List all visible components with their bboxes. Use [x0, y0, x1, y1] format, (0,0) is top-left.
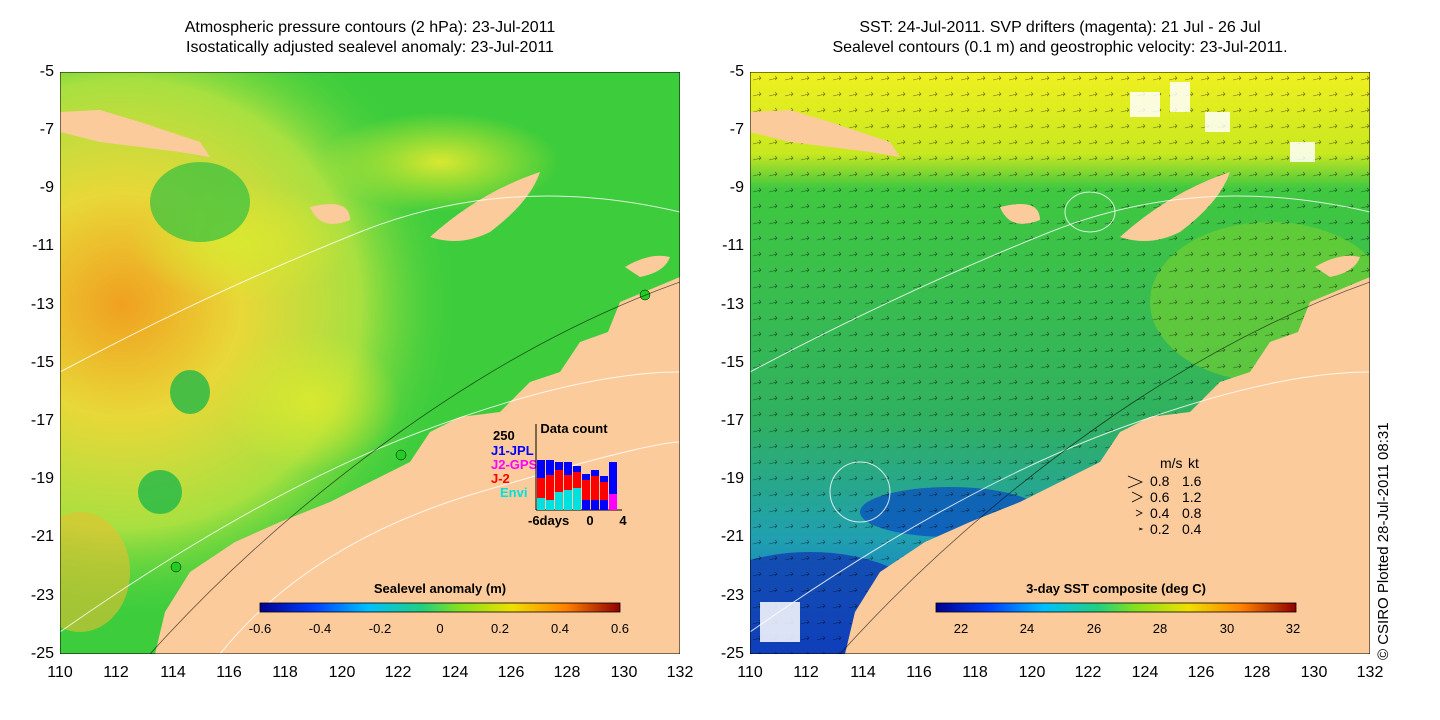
- left-y-tick: -11: [32, 237, 54, 254]
- data-count-title: Data count: [540, 421, 608, 436]
- left-title-line1: Atmospheric pressure contours (2 hPa): 2…: [184, 19, 556, 36]
- legend-j1-jpl: J1-JPL: [491, 443, 534, 458]
- left-y-tick: -9: [39, 179, 54, 196]
- velocity-key-kt: 1.6: [1182, 473, 1202, 489]
- left-x-tick: 114: [160, 664, 186, 681]
- data-count-inset: Data count 250 J1-JPL J2-GPS J-2 Envi -6…: [491, 421, 627, 528]
- left-x-tick: 122: [384, 664, 412, 681]
- data-count-bars: [537, 460, 617, 510]
- velocity-key-kt: 0.8: [1182, 505, 1202, 521]
- right-y-tick: -9: [729, 179, 744, 196]
- left-x-tick: 112: [103, 664, 129, 681]
- sst-tick: 30: [1220, 621, 1234, 636]
- left-y-tick: -25: [30, 645, 54, 662]
- left-x-tick: 132: [666, 664, 694, 681]
- legend-j-2: J-2: [491, 471, 510, 486]
- left-y-tick: -15: [30, 354, 54, 371]
- right-x-tick: 122: [1074, 664, 1102, 681]
- sst-colorbar-ticks: 22 24 26 28 30 32: [954, 621, 1300, 636]
- sealevel-tick: 0: [436, 621, 443, 636]
- left-x-tick: 124: [441, 664, 469, 681]
- left-y-tick: -21: [30, 528, 54, 545]
- left-x-tick: 120: [328, 664, 356, 681]
- sealevel-tick: -0.6: [249, 621, 271, 636]
- velocity-key-ms: 0.8: [1150, 473, 1170, 489]
- right-x-tick: 114: [850, 664, 876, 681]
- velocity-key-ms: 0.6: [1150, 489, 1170, 505]
- velocity-key: m/s kt 0.8 1.6 0.6 1.2 0.4 0.8 0.2 0.4: [1127, 455, 1202, 537]
- left-x-tick: 110: [47, 664, 73, 681]
- right-y-tick: -15: [720, 354, 744, 371]
- velocity-key-kt-header: kt: [1188, 455, 1199, 471]
- right-x-tick: 128: [1243, 664, 1271, 681]
- sealevel-tick: 0.2: [491, 621, 509, 636]
- right-x-tick: 124: [1131, 664, 1159, 681]
- velocity-key-kt: 1.2: [1182, 489, 1202, 505]
- left-map-title: Atmospheric pressure contours (2 hPa): 2…: [60, 18, 680, 58]
- left-y-tick: -13: [30, 296, 54, 313]
- sst-tick: 22: [954, 621, 968, 636]
- left-y-tick: -5: [39, 63, 54, 80]
- right-x-tick: 126: [1187, 664, 1215, 681]
- right-x-tick: 118: [962, 664, 988, 681]
- sealevel-tick: 0.6: [611, 621, 629, 636]
- right-y-tick: -5: [729, 63, 744, 80]
- legend-envi: Envi: [500, 485, 527, 500]
- left-y-tick: -19: [30, 470, 54, 487]
- velocity-key-ms-header: m/s: [1160, 455, 1183, 471]
- right-x-tick: 132: [1356, 664, 1384, 681]
- left-x-tick: 116: [216, 664, 242, 681]
- sst-colorbar: 3-day SST composite (deg C) 22 24 26 28 …: [935, 581, 1300, 636]
- left-x-tick: 130: [610, 664, 638, 681]
- data-count-ymax: 250: [493, 428, 515, 443]
- sealevel-colorbar-label: Sealevel anomaly (m): [374, 581, 506, 596]
- legend-j2-gps: J2-GPS: [491, 457, 538, 472]
- left-x-tick: 118: [272, 664, 298, 681]
- right-y-tick: -17: [720, 412, 744, 429]
- right-y-tick: -7: [729, 121, 744, 138]
- data-count-xlabel-mid: 0: [586, 513, 593, 528]
- left-y-tick: -7: [39, 121, 54, 138]
- right-map-title: SST: 24-Jul-2011. SVP drifters (magenta)…: [750, 18, 1370, 58]
- right-x-tick: 116: [906, 664, 932, 681]
- sst-tick: 32: [1286, 621, 1300, 636]
- left-y-tick: -23: [30, 587, 54, 604]
- right-x-tick: 120: [1018, 664, 1046, 681]
- sealevel-tick: -0.2: [369, 621, 391, 636]
- sealevel-tick: 0.4: [551, 621, 569, 636]
- right-y-tick: -21: [720, 528, 744, 545]
- data-count-xlabel-right: 4: [619, 513, 627, 528]
- left-x-tick: 128: [553, 664, 581, 681]
- right-y-tick: -23: [720, 587, 744, 604]
- velocity-key-ms: 0.4: [1150, 505, 1170, 521]
- right-y-tick: -19: [720, 470, 744, 487]
- right-title-line2: Sealevel contours (0.1 m) and geostrophi…: [832, 39, 1288, 56]
- sst-tick: 26: [1087, 621, 1101, 636]
- sealevel-anomaly-map: [60, 72, 680, 654]
- right-title-line1: SST: 24-Jul-2011. SVP drifters (magenta)…: [859, 19, 1261, 36]
- velocity-key-ms: 0.2: [1150, 521, 1170, 537]
- left-y-tick: -17: [30, 412, 54, 429]
- left-title-line2: Isostatically adjusted sealevel anomaly:…: [186, 39, 554, 56]
- right-x-tick: 112: [793, 664, 819, 681]
- right-x-tick: 110: [737, 664, 763, 681]
- sst-tick: 28: [1153, 621, 1167, 636]
- data-count-xlabel-left: -6days: [528, 513, 569, 528]
- velocity-key-kt: 0.4: [1182, 521, 1202, 537]
- sealevel-colorbar: Sealevel anomaly (m) -0.6 -0.4 -0.2 0 0.…: [249, 581, 629, 636]
- csiro-credit: © CSIRO Plotted 28-Jul-2011 08:31: [1375, 422, 1392, 660]
- sealevel-tick: -0.4: [309, 621, 331, 636]
- right-x-tick: 130: [1300, 664, 1328, 681]
- sst-tick: 24: [1020, 621, 1034, 636]
- sst-colorbar-label: 3-day SST composite (deg C): [1026, 581, 1206, 596]
- sst-velocity-map: m/s kt 0.8 1.6 0.6 1.2 0.4 0.8 0.2 0.4: [750, 72, 1370, 654]
- sealevel-colorbar-ticks: -0.6 -0.4 -0.2 0 0.2 0.4 0.6: [249, 621, 629, 636]
- right-y-tick: -13: [720, 296, 744, 313]
- left-x-tick: 126: [497, 664, 525, 681]
- right-y-tick: -11: [722, 237, 744, 254]
- right-y-tick: -25: [720, 645, 744, 662]
